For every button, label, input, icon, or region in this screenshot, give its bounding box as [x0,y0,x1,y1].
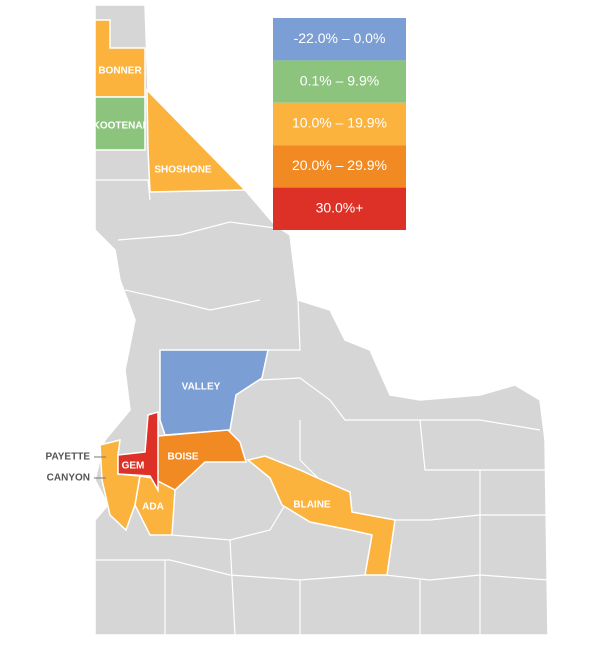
legend-swatch [273,18,406,61]
county-borders [95,179,549,636]
legend-label: -22.0% – 0.0% [294,30,386,46]
county-label: CANYON [47,473,90,484]
county [146,88,247,193]
legend-label: 30.0%+ [316,200,364,216]
county-label: VALLEY [182,382,221,393]
legend-label: 20.0% – 29.9% [292,157,387,173]
county-label: PAYETTE [46,452,91,463]
county-label: KOOTENAI [93,121,146,132]
legend-swatch [273,60,406,103]
legend-swatch [273,102,406,146]
county-label: BLAINE [293,500,331,511]
legend-swatch [273,145,406,188]
legend-swatch [273,187,406,230]
county-label: ADA [142,502,164,513]
county-label: BOISE [167,452,198,463]
county-label: SHOSHONE [154,165,212,176]
county-label: GEM [122,461,145,472]
county [246,455,396,576]
county [94,96,146,151]
legend: -22.0% – 0.0% 0.1% – 9.9% 10.0% – 19.9% 20.… [273,18,406,230]
legend-label: 0.1% – 9.9% [300,72,379,88]
county [117,410,159,493]
county [159,349,269,436]
legend-label: 10.0% – 19.9% [292,115,387,131]
county-label: BONNER [98,66,142,77]
